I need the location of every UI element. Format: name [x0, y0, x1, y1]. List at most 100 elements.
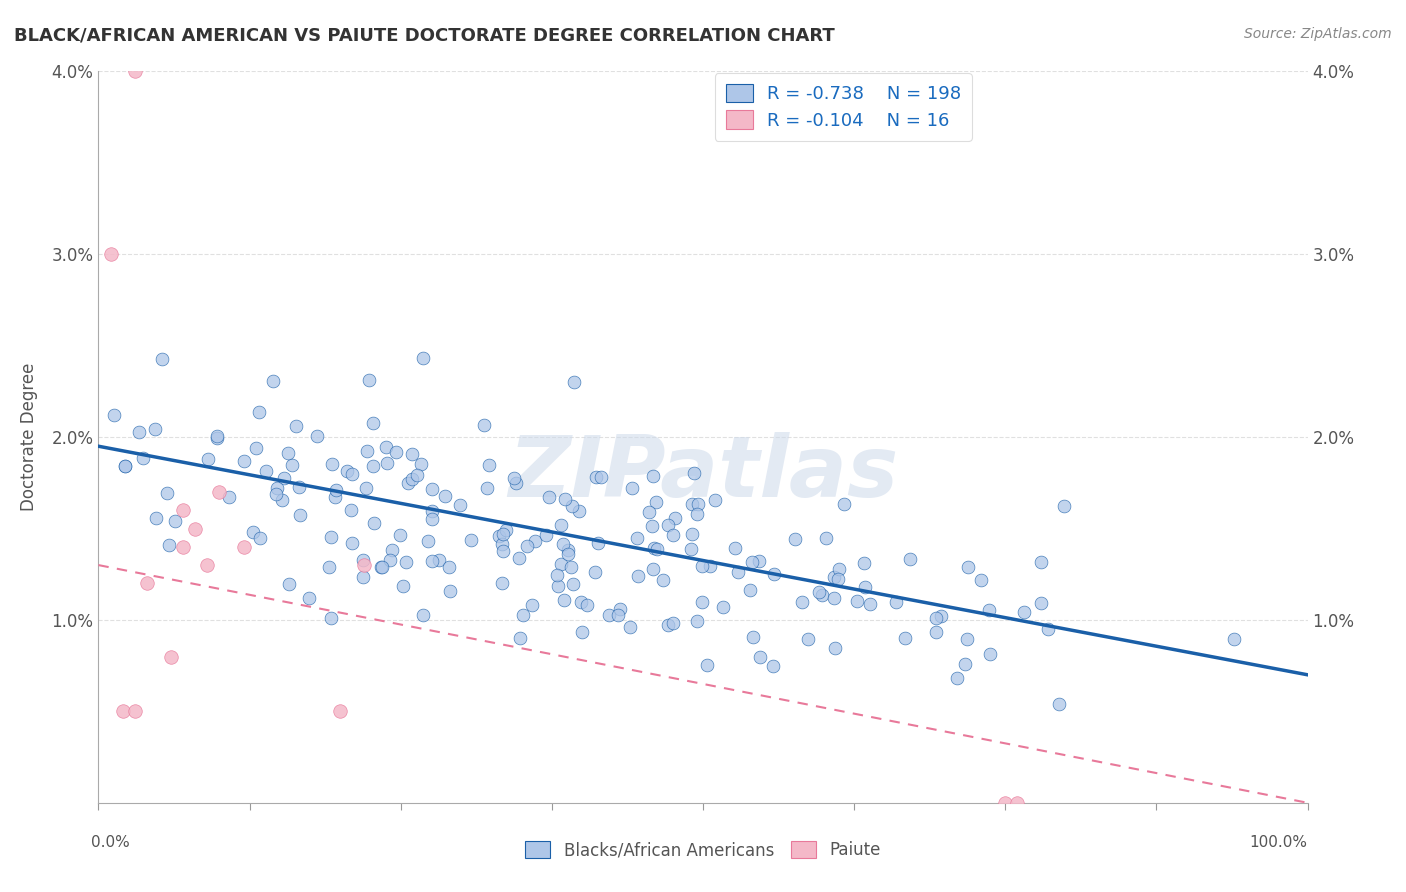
Point [437, 560, 460, 574]
Point [815, 531, 838, 545]
Point [427, 553, 450, 567]
Point [792, 595, 814, 609]
Point [516, 539, 538, 553]
Point [475, 481, 498, 495]
Point [353, 558, 375, 573]
Point [143, 422, 166, 436]
Point [321, 611, 343, 625]
Point [172, 503, 194, 517]
Point [1029, 596, 1052, 610]
Point [827, 561, 849, 575]
Point [554, 492, 576, 507]
Point [846, 594, 869, 608]
Point [100, 247, 122, 261]
Point [420, 512, 443, 526]
Point [135, 576, 157, 591]
Point [491, 537, 513, 551]
Point [406, 468, 429, 483]
Point [894, 631, 917, 645]
Point [439, 584, 461, 599]
Point [321, 530, 343, 544]
Point [762, 567, 785, 582]
Point [524, 533, 547, 548]
Point [356, 481, 378, 495]
Point [371, 560, 394, 574]
Point [641, 469, 664, 483]
Point [749, 649, 772, 664]
Point [598, 608, 620, 623]
Point [607, 608, 630, 623]
Point [478, 458, 501, 472]
Point [384, 444, 406, 458]
Point [420, 554, 443, 568]
Point [150, 351, 173, 366]
Text: 0.0%: 0.0% [91, 836, 131, 850]
Point [924, 610, 946, 624]
Point [284, 419, 307, 434]
Point [103, 408, 125, 422]
Point [508, 550, 530, 565]
Point [550, 518, 572, 533]
Point [420, 483, 443, 497]
Point [522, 598, 544, 612]
Point [690, 559, 713, 574]
Point [124, 64, 146, 78]
Point [955, 632, 977, 647]
Point [1223, 632, 1246, 646]
Point [352, 569, 374, 583]
Point [491, 576, 513, 591]
Point [323, 490, 346, 504]
Point [502, 471, 524, 485]
Point [156, 485, 179, 500]
Point [329, 705, 352, 719]
Point [492, 526, 515, 541]
Point [247, 405, 270, 419]
Point [664, 511, 686, 525]
Point [643, 541, 665, 555]
Point [1014, 605, 1036, 619]
Point [381, 542, 404, 557]
Point [956, 560, 979, 574]
Point [449, 498, 471, 512]
Point [823, 591, 845, 605]
Point [1047, 697, 1070, 711]
Point [686, 507, 709, 521]
Point [568, 503, 591, 517]
Point [979, 603, 1001, 617]
Point [356, 444, 378, 458]
Point [583, 565, 606, 579]
Point [657, 617, 679, 632]
Point [375, 440, 398, 454]
Point [685, 614, 707, 628]
Point [823, 570, 845, 584]
Point [266, 481, 288, 495]
Point [132, 451, 155, 466]
Point [547, 579, 569, 593]
Point [641, 519, 664, 533]
Point [643, 562, 665, 576]
Point [657, 518, 679, 533]
Point [249, 531, 271, 545]
Point [273, 470, 295, 484]
Point [1031, 555, 1053, 569]
Point [696, 657, 718, 672]
Point [557, 547, 579, 561]
Point [727, 565, 749, 579]
Point [575, 599, 598, 613]
Point [242, 524, 264, 539]
Point [852, 556, 875, 570]
Point [853, 581, 876, 595]
Point [361, 458, 384, 473]
Point [797, 632, 820, 646]
Point [644, 495, 666, 509]
Point [547, 568, 569, 582]
Point [495, 523, 517, 537]
Point [363, 516, 385, 530]
Point [783, 532, 806, 546]
Point [681, 527, 703, 541]
Point [703, 492, 725, 507]
Point [412, 607, 434, 622]
Point [340, 467, 363, 482]
Point [266, 486, 288, 500]
Point [420, 504, 443, 518]
